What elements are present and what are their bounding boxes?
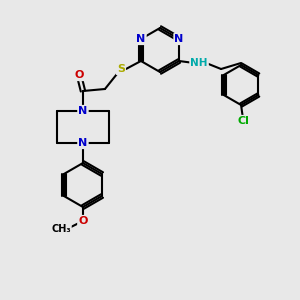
Text: O: O xyxy=(78,216,88,226)
Text: CH₃: CH₃ xyxy=(51,224,71,234)
Text: N: N xyxy=(136,34,146,44)
Text: Cl: Cl xyxy=(237,116,249,126)
Text: N: N xyxy=(78,106,88,116)
Text: NH: NH xyxy=(190,58,208,68)
Text: N: N xyxy=(174,34,184,44)
Text: S: S xyxy=(117,64,125,74)
Text: N: N xyxy=(78,138,88,148)
Text: O: O xyxy=(74,70,84,80)
